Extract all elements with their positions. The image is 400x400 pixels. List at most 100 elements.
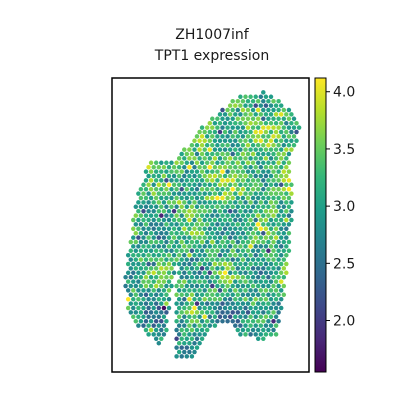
spot [179, 327, 184, 333]
spot [184, 178, 190, 183]
spot [141, 226, 146, 232]
spot [220, 178, 225, 183]
spot [233, 235, 238, 240]
spot [199, 318, 205, 324]
spot [261, 125, 266, 130]
spot [151, 270, 156, 276]
spot [235, 107, 241, 113]
spot [182, 191, 187, 196]
spot [176, 340, 182, 346]
spot [217, 296, 223, 302]
spot [258, 270, 264, 276]
spot [136, 296, 141, 302]
spot [182, 261, 187, 267]
spot [278, 208, 284, 214]
spot [176, 323, 182, 328]
spot [176, 314, 182, 320]
spot [207, 296, 213, 302]
spot [179, 318, 184, 324]
spot [202, 191, 207, 196]
spot [207, 279, 213, 284]
spot [199, 142, 205, 148]
spot [273, 261, 279, 267]
spot [284, 173, 289, 179]
spot [222, 208, 228, 214]
spot [243, 120, 248, 126]
spot [255, 142, 261, 148]
spot [215, 195, 220, 201]
spot [207, 314, 213, 320]
spot [207, 261, 213, 267]
spot [245, 327, 251, 333]
spot [212, 288, 218, 293]
spot [255, 222, 261, 227]
spot [289, 138, 294, 144]
spot [261, 195, 266, 201]
spot [266, 178, 271, 183]
spot [243, 112, 248, 117]
spot [161, 173, 167, 179]
spot [143, 186, 149, 192]
spot [184, 230, 190, 236]
spot [266, 213, 271, 218]
spot [210, 274, 215, 280]
spot [187, 314, 192, 320]
spot [240, 134, 246, 139]
spot [133, 310, 139, 315]
spot [225, 107, 230, 113]
spot [215, 134, 220, 139]
spot [174, 327, 179, 333]
spot [258, 138, 264, 144]
spot [266, 310, 271, 315]
spot [266, 116, 271, 122]
spot [217, 305, 223, 311]
spot [151, 164, 156, 170]
spot [156, 323, 162, 328]
spot [204, 160, 210, 166]
spot [133, 239, 139, 245]
spot [284, 261, 289, 267]
spot [289, 217, 294, 223]
spot [281, 230, 287, 236]
spot [169, 222, 174, 227]
spot [273, 296, 279, 302]
spot [194, 292, 200, 298]
spot [289, 120, 294, 126]
spot [243, 305, 248, 311]
spot [235, 186, 241, 192]
spot [197, 279, 202, 284]
spot [153, 169, 159, 174]
spot [276, 116, 281, 122]
spot [148, 169, 154, 174]
spot [235, 301, 241, 306]
spot [261, 230, 266, 236]
spot [187, 252, 192, 258]
spot [174, 310, 179, 315]
spot [199, 195, 205, 201]
spot [271, 266, 276, 271]
spot [261, 301, 266, 306]
spot [164, 169, 169, 174]
spot [194, 142, 200, 148]
spot [159, 310, 164, 315]
spot [202, 296, 207, 302]
spot [253, 129, 258, 135]
spot [250, 239, 256, 245]
spot [138, 195, 144, 201]
spot [240, 327, 246, 333]
spot [261, 142, 266, 148]
spot [204, 222, 210, 227]
spot [197, 261, 202, 267]
spot [286, 195, 292, 201]
spot [248, 279, 253, 284]
spot [286, 125, 292, 130]
spot [184, 310, 190, 315]
spot [194, 204, 200, 210]
spot [159, 327, 164, 333]
spot [238, 314, 243, 320]
spot [240, 151, 246, 157]
spot [212, 173, 218, 179]
spot [227, 182, 233, 188]
spot [261, 186, 266, 192]
spot [230, 310, 235, 315]
